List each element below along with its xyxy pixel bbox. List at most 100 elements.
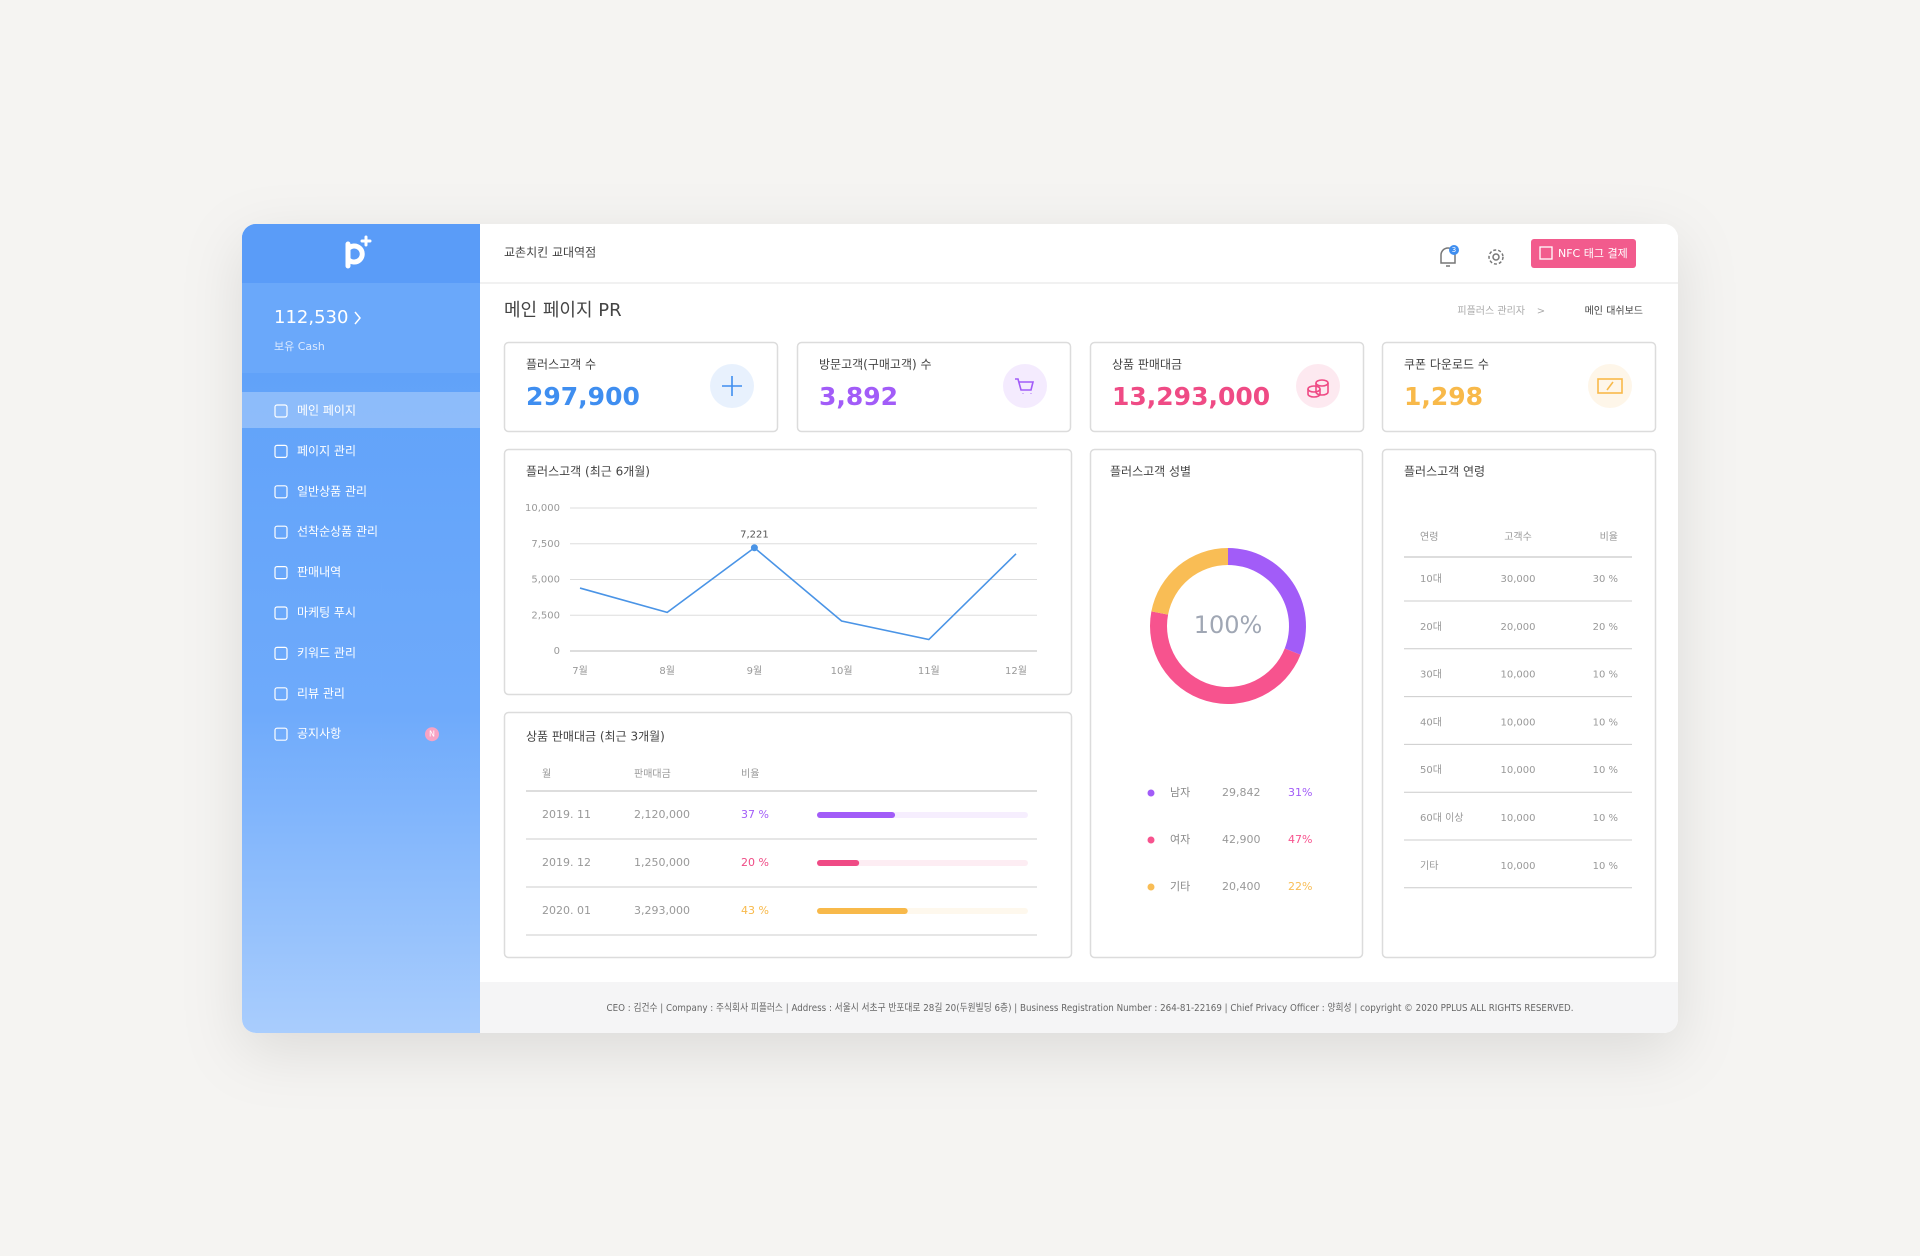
bell[interactable] [1440,247,1456,267]
menu-icon[interactable] [274,444,288,458]
stat-icon [1597,378,1623,394]
table-cell: 10,000 [1501,670,1536,681]
table-cell: 3,293,000 [634,904,690,917]
x-tick-label: 8월 [659,665,675,677]
menu-badge [425,727,439,742]
bar [817,812,896,818]
x-tick-label: 12월 [1005,665,1027,677]
table-cell: 20,000 [1501,622,1536,633]
menu-icon[interactable] [274,687,288,701]
balance-label: 보유 Cash [274,340,325,353]
menu-item[interactable]: 공지사항 [297,727,341,741]
breadcrumb-sep: > [1537,306,1545,317]
stat-label: 쿠폰 다운로드 수 [1404,358,1489,372]
table-cell: 10 % [1593,861,1618,872]
legend-count: 42,900 [1222,833,1261,846]
logo [345,235,372,269]
point [750,544,758,552]
menu-item[interactable]: 선착순상품 관리 [297,525,378,539]
table-header: 판매대금 [634,768,671,780]
menu-icon[interactable] [274,646,288,660]
menu-item[interactable]: 마케팅 푸시 [297,606,356,620]
nfc-button[interactable] [1531,239,1636,268]
table-cell: 10 % [1593,813,1618,824]
balance: 112,530 [274,307,348,328]
balance-area [242,283,480,373]
footer-text: CEO : 김건수 | Company : 주식회사 피플러스 | Addres… [607,1001,1574,1014]
menu-item[interactable]: 일반상품 관리 [297,484,367,498]
card [503,711,1073,959]
table-header: 연령 [1420,531,1438,543]
y-tick-label: 10,000 [525,503,560,514]
notification-count: 3 [1452,246,1456,254]
menu-item[interactable]: 판매내역 [297,565,341,579]
y-tick-label: 7,500 [531,539,560,550]
y-tick-label: 5,000 [531,575,560,586]
menu-icon[interactable] [274,727,288,741]
table-header: 비율 [1600,531,1618,543]
table-cell: 60대 이상 [1420,812,1464,824]
donut-segment [1150,611,1301,705]
menu-icon[interactable] [274,404,288,418]
legend-label: 기타 [1170,880,1190,893]
menu-item[interactable]: 키워드 관리 [297,646,356,660]
card [1381,341,1657,433]
gear-inner[interactable] [1492,253,1500,261]
legend-count: 20,400 [1222,880,1261,893]
menu-item[interactable]: 페이지 관리 [297,444,356,458]
menu-active[interactable] [242,392,480,428]
bar [817,908,908,914]
bell-icon[interactable] [1440,247,1456,267]
table-cell: 10,000 [1501,765,1536,776]
table-title: 상품 판매대금 (최근 3개월) [526,730,665,744]
table-cell: 1,250,000 [634,856,690,869]
menu-item[interactable]: 메인 페이지 [297,404,356,418]
stat-icon [1307,379,1329,398]
table-cell: 20대 [1420,621,1442,633]
stat-label: 플러스고객 수 [526,358,596,372]
stat-value: 13,293,000 [1112,382,1270,411]
breadcrumb-current: 메인 대쉬보드 [1585,305,1643,317]
table-title: 플러스고객 연령 [1404,465,1485,479]
table-cell: 2,120,000 [634,808,690,821]
balance-arrow [354,311,361,325]
header [480,224,1678,283]
table-cell: 40대 [1420,716,1442,728]
gear-icon[interactable] [1488,249,1504,265]
nfc-button-text[interactable]: NFC 태그 결제 [1558,247,1628,260]
line-series [579,546,1017,641]
x-tick-label: 11월 [918,665,940,677]
table-cell: 10 % [1593,717,1618,728]
menu-item[interactable]: 리뷰 관리 [297,686,345,700]
table-header: 비율 [741,768,759,780]
menu-icon[interactable] [274,606,288,620]
table-cell: 10,000 [1501,813,1536,824]
bell-badge [1449,245,1459,255]
menu-icon[interactable] [274,566,288,580]
stat-label: 상품 판매대금 [1112,358,1182,372]
stat-label: 방문고객(구매고객) 수 [819,358,932,372]
bar [817,860,860,866]
legend-label: 남자 [1170,786,1190,799]
table-cell: 10,000 [1501,717,1536,728]
y-tick-label: 0 [554,646,560,657]
card [1381,448,1657,959]
nfc-icon[interactable] [1539,246,1553,260]
menu-icon[interactable] [274,485,288,499]
table-cell: 기타 [1420,860,1438,872]
donut-segment [1228,548,1306,655]
logo-plus [360,235,372,247]
stat-value: 297,900 [526,382,640,411]
cart-icon [1015,378,1035,394]
menu-icon[interactable] [274,525,288,539]
legend-percent: 47% [1288,833,1312,846]
store-name: 교촌치킨 교대역점 [504,246,596,260]
coupon-icon [1597,378,1623,394]
gear-outer[interactable] [1488,249,1504,265]
table-cell: 2019. 12 [542,856,591,869]
coin-stack [1307,383,1329,398]
card [796,341,1072,433]
table-cell: 10 % [1593,670,1618,681]
